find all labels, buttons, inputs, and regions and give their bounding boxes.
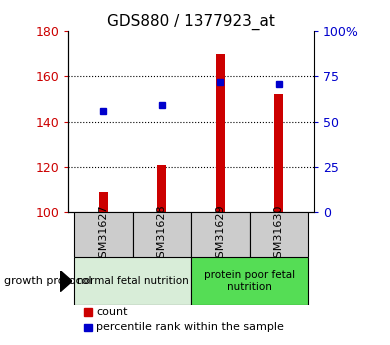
Bar: [275, 95, 283, 212]
Text: count: count: [96, 307, 128, 317]
Bar: [74, 212, 133, 257]
Bar: [158, 165, 166, 212]
Title: GDS880 / 1377923_at: GDS880 / 1377923_at: [107, 13, 275, 30]
Text: protein poor fetal
nutrition: protein poor fetal nutrition: [204, 270, 295, 292]
Polygon shape: [60, 271, 72, 292]
Bar: [216, 54, 225, 212]
Bar: [250, 212, 308, 257]
Text: GSM31630: GSM31630: [274, 204, 284, 265]
Text: percentile rank within the sample: percentile rank within the sample: [96, 323, 284, 332]
Bar: [133, 212, 191, 257]
Bar: [191, 212, 250, 257]
Bar: [99, 192, 108, 212]
Text: GSM31627: GSM31627: [98, 204, 108, 265]
Bar: [191, 257, 308, 305]
Text: normal fetal nutrition: normal fetal nutrition: [77, 276, 188, 286]
Text: growth protocol: growth protocol: [4, 276, 92, 286]
Text: GSM31629: GSM31629: [215, 204, 225, 265]
Text: GSM31628: GSM31628: [157, 204, 167, 265]
Bar: [74, 257, 191, 305]
